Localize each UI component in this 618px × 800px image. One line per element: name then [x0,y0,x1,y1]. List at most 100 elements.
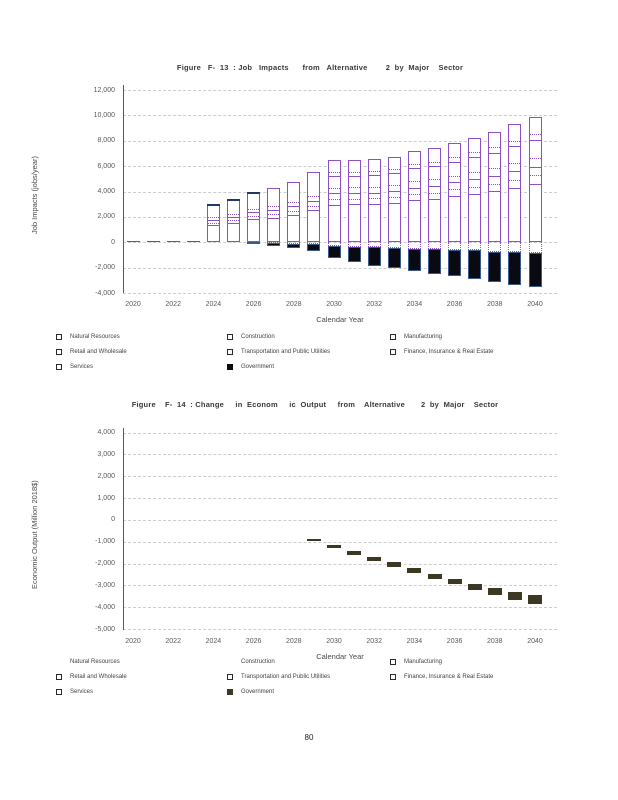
sector-divider-line [449,156,461,158]
stacked-sector-bar [367,159,381,243]
y-axis-tick-label: 2,000 [97,472,115,480]
negative-sector-zone [287,242,301,244]
legend-label: Services [70,363,94,370]
economic-output-bar [306,539,321,541]
finance-insurance-real-estate-swatch [390,674,396,680]
government-bar [247,242,261,245]
transportation-and-public-utilities-swatch [227,674,233,680]
sector-divider-line [368,204,380,206]
sector-divider-line [509,179,521,181]
stacked-sector-bar [247,191,261,243]
stacked-sector-bar [347,159,361,243]
economic-output-bar [327,545,341,548]
sector-divider-line [348,204,360,206]
zero-value-marker [186,241,200,243]
sector-divider-line [288,202,300,204]
stacked-sector-bar [448,142,462,243]
stacked-sector-bar [227,199,240,243]
stacked-sector-bar [327,160,341,243]
y-axis-tick-label: -3,000 [95,581,115,589]
y-axis-tick-label: 8,000 [97,137,115,145]
sector-divider-line [449,175,461,177]
x-axis-tick-label: 2038 [487,301,503,308]
zero-value-marker [146,241,160,243]
sector-divider-line [207,225,219,227]
negative-sector-zone [307,242,321,245]
sector-divider-line [529,166,541,168]
x-axis-tick-label: 2032 [366,638,382,645]
sector-divider-line [348,187,360,189]
sector-divider-line [388,173,400,175]
sector-divider-line [348,192,360,194]
y-axis-tick-label: 0 [111,238,115,246]
manufacturing-swatch [390,659,396,665]
sector-divider-line [509,171,521,173]
sector-divider-line [529,133,541,135]
sector-divider-line [207,217,219,219]
gridline [123,432,557,434]
y-axis-tick-label: 1,000 [97,494,115,502]
x-axis-tick-label: 2028 [286,638,302,645]
government-swatch [227,364,233,370]
sector-divider-line [429,161,440,163]
sector-divider-line [529,157,541,159]
page-number: 80 [304,733,314,742]
x-axis-tick-label: 2024 [205,301,222,308]
sector-divider-line [489,147,501,149]
sector-divider-line [328,199,340,201]
sector-divider-line [248,215,260,217]
government-bar [287,243,301,248]
figure-f13-title: Figure F- 13 : Job Impacts from Alternat… [176,63,464,72]
sector-divider-line [469,179,481,181]
sector-divider-line [348,175,360,177]
economic-output-bar [447,578,462,585]
economic-output-bar [347,551,362,555]
sector-divider-line [449,196,461,198]
sector-divider-line [328,176,340,178]
x-axis-tick-label: 2036 [446,638,463,645]
government-bar [528,253,542,287]
gridline [123,90,557,91]
gridline [123,585,557,587]
government-bar [307,244,321,252]
legend-label: Retail and Wholesale [70,673,127,680]
legend-label: Government [241,363,275,370]
sector-divider-line [248,212,260,214]
negative-sector-zone [468,242,482,251]
economic-output-bar [387,562,402,568]
sector-divider-line [268,217,280,219]
government-bar [428,249,441,274]
sector-divider-line [248,219,260,221]
sector-divider-line [388,197,400,198]
negative-sector-zone [508,242,522,253]
x-axis-tick-label: 2022 [165,638,181,645]
sector-divider-line [429,185,440,187]
sector-divider-line [308,205,320,207]
negative-sector-zone [407,242,421,249]
y-axis-tick-label: 4,000 [97,429,115,436]
x-axis-tick-label: 2040 [527,638,543,645]
legend-label: Finance, Insurance & Real Estate [404,673,494,680]
manufacturing-swatch [390,334,396,340]
sector-divider-line [348,198,360,200]
sector-divider-line [388,202,400,204]
sector-divider-line [449,189,461,191]
y-axis-tick-label: 6,000 [97,162,115,170]
sector-divider-line [408,200,420,202]
government-bar [468,250,482,280]
sector-divider-line [429,179,440,181]
economic-output-bar [467,583,482,591]
figure-f14-title: Figure F- 14 : Change in Econom ic Outpu… [131,400,499,409]
negative-sector-zone [448,242,462,250]
legend-label: Construction [241,658,275,665]
sector-divider-line [308,200,320,202]
sector-divider-line [268,206,280,208]
x-axis-tick-label: 2040 [527,301,543,308]
legend-label: Retail and Wholesale [70,348,127,355]
negative-sector-zone [267,242,281,244]
sector-divider-line [489,152,501,154]
retail-and-wholesale-swatch [56,349,62,355]
